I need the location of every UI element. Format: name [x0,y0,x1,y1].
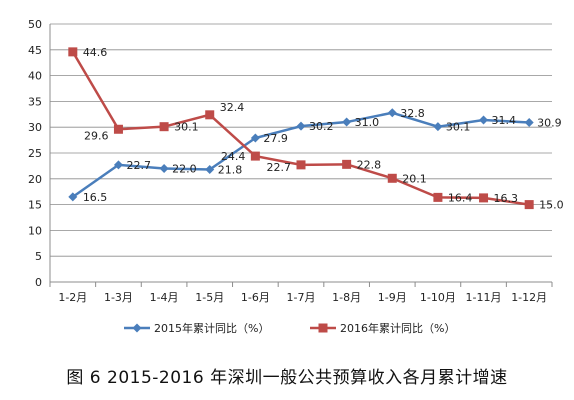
x-tick-label: 1-9月 [378,291,407,304]
data-label: 16.4 [448,191,473,204]
y-tick-label: 35 [28,95,42,108]
data-point [387,173,397,183]
x-tick-label: 1-11月 [466,291,502,304]
data-point [433,122,443,132]
data-label: 32.4 [220,101,245,114]
data-label: 16.5 [83,191,108,204]
data-label: 22.0 [172,162,197,175]
data-point [159,163,169,173]
data-point [342,117,352,127]
x-tick-label: 1-4月 [150,291,179,304]
data-label: 22.7 [267,161,292,174]
x-tick-label: 1-5月 [195,291,224,304]
data-point [68,192,78,202]
data-label: 44.6 [83,46,108,59]
data-point [387,108,397,118]
data-point [296,121,306,131]
legend-marker [318,323,328,333]
data-point [68,47,78,57]
data-label: 30.1 [174,121,199,134]
data-point [113,160,123,170]
data-label: 30.1 [446,121,471,134]
data-label: 15.0 [539,199,564,212]
data-label: 22.7 [126,159,151,172]
data-point [296,160,306,170]
data-point [524,118,534,128]
y-tick-label: 45 [28,44,42,57]
x-tick-label: 1-10月 [420,291,456,304]
x-tick-label: 1-6月 [241,291,270,304]
data-label: 27.9 [263,132,288,145]
data-point [342,159,352,169]
y-tick-label: 5 [35,250,42,263]
data-point [479,115,489,125]
data-point [250,151,260,161]
data-label: 22.8 [357,158,382,171]
data-point [159,122,169,132]
series-lines [68,47,534,210]
data-label: 30.2 [309,120,334,133]
y-tick-label: 0 [35,276,42,289]
y-tick-label: 40 [28,70,42,83]
data-label: 24.4 [221,150,246,163]
y-tick-label: 15 [28,199,42,212]
data-point [113,124,123,134]
gridlines [50,23,552,257]
data-point [250,133,260,143]
x-tick-label: 1-12月 [511,291,547,304]
data-label: 29.6 [84,129,109,142]
y-tick-label: 20 [28,173,42,186]
data-label: 32.8 [400,107,425,120]
legend-label: 2015年累计同比（%） [154,321,269,335]
data-label: 16.3 [494,192,518,205]
y-tick-label: 50 [28,18,42,31]
axes: 0 5 10 15 20 25 30 35 40 45 50 1-2月 1-3月 1-4月 1-5月 1-6月… [28,18,553,304]
data-labels: 16.5 22.7 22.0 21.8 27.9 30.2 31.0 32.8 30.1 31.4… [83,46,564,212]
data-label: 20.1 [402,172,427,185]
y-tick-label: 25 [28,147,42,160]
legend: 2015年累计同比（%） 2016年累计同比（%） [124,321,455,335]
x-tick-label: 1-8月 [332,291,361,304]
line-chart: 0 5 10 15 20 25 30 35 40 45 50 1-2月 1-3月 1-4月 1-5月 1-6月… [28,18,564,335]
legend-marker [132,323,142,333]
data-label: 30.9 [537,117,562,130]
x-tick-label: 1-2月 [58,291,87,304]
y-tick-label: 10 [28,224,42,237]
data-point [205,165,215,175]
data-label: 31.4 [492,114,516,127]
y-tick-label: 30 [28,121,42,134]
data-point [479,193,489,203]
chart-area: 0 5 10 15 20 25 30 35 40 45 50 1-2月 1-3月 1-4月 1-5月 1-6月… [28,18,564,335]
data-point [524,200,534,210]
figure-caption: 图 6 2015-2016 年深圳一般公共预算收入各月累计增速 [66,368,508,388]
legend-label: 2016年累计同比（%） [340,321,455,335]
data-point [205,110,215,120]
x-tick-label: 1-3月 [104,291,133,304]
x-tick-label: 1-7月 [287,291,316,304]
data-label: 31.0 [355,116,380,129]
data-label: 21.8 [218,164,243,177]
data-point [433,192,443,202]
